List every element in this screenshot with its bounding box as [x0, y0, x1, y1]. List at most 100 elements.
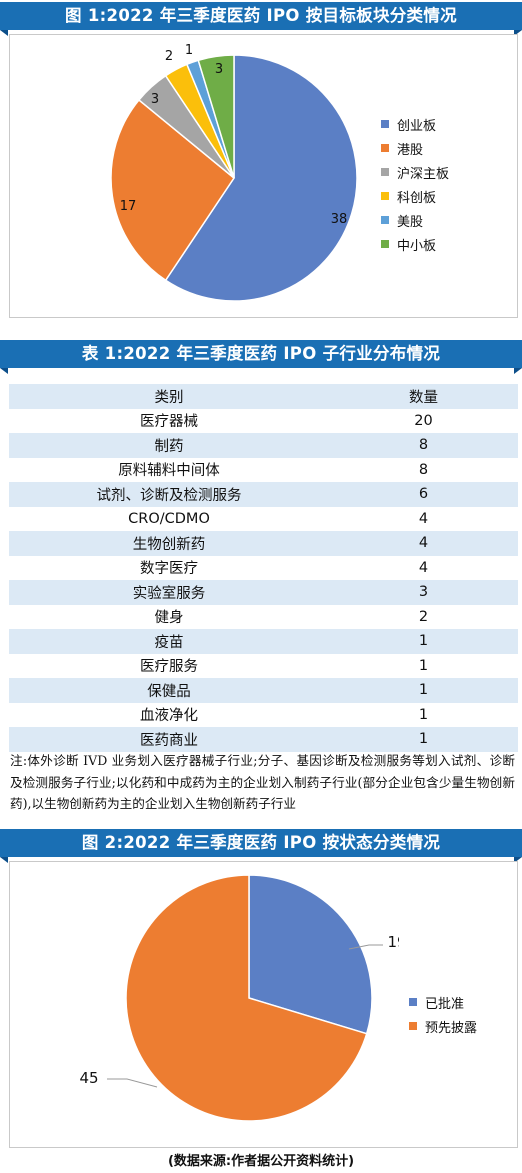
figure2-legend-item: 预先披露: [409, 1014, 477, 1038]
count-cell: 20: [414, 412, 433, 429]
category-cell: 医疗服务: [140, 659, 198, 676]
category-cell: CRO/CDMO: [128, 510, 210, 527]
count-cell: 8: [329, 433, 518, 458]
figure1-legend-item: 创业板: [381, 112, 449, 136]
table-row: 实验室服务 3: [9, 580, 518, 605]
figure1-slice-1: [164, 54, 358, 302]
table-row: 试剂、诊断及检测服务 6: [9, 482, 518, 507]
figure2-pie-svg: 1945: [79, 874, 407, 1122]
table-header-row: 类别 数量: [9, 384, 518, 409]
figure1-legend-swatch: [381, 192, 389, 200]
category-cell: 生物创新药: [9, 531, 329, 556]
figure1-legend-item: 沪深主板: [381, 160, 449, 184]
figure1-legend-swatch: [381, 240, 389, 248]
count-cell: 4: [329, 531, 518, 556]
table-row: 制药 8: [9, 433, 518, 458]
figure1-legend-swatch: [381, 168, 389, 176]
table-row: 原料辅料中间体 8: [9, 458, 518, 483]
figure1-legend-label: 港股: [397, 142, 424, 158]
table1-note: 注:体外诊断 IVD 业务划入医疗器械子行业;分子、基因诊断及检测服务等划入试剂…: [10, 753, 515, 811]
table-row: 医药商业 1: [9, 727, 518, 752]
table-row: 血液净化 1: [9, 703, 518, 728]
figure1-legend-item: 美股: [381, 208, 449, 232]
table1-banner: 表 1:2022 年三季度医药 IPO 子行业分布情况: [0, 340, 522, 374]
figure2-legend: 已批准 预先披露: [409, 990, 477, 1038]
figure2-data-label-2: 45: [79, 1069, 98, 1087]
count-cell: 4: [418, 510, 429, 527]
figure1-pie-chart: 38 17 3 2 1 3: [9, 34, 369, 316]
figure2-data-label-1: 19: [387, 933, 399, 951]
category-cell: 医疗器械: [140, 414, 198, 431]
figure1-slice-6: [197, 54, 235, 179]
figure2-legend-label: 预先披露: [425, 1020, 478, 1036]
count-cell: 3: [329, 580, 518, 605]
count-cell: 4: [418, 559, 429, 576]
category-cell: 制药: [9, 433, 329, 458]
figure2-banner: 图 2:2022 年三季度医药 IPO 按状态分类情况: [0, 829, 522, 863]
banner-ribbon-1: [0, 2, 522, 36]
data-source-caption: (数据来源:作者据公开资料统计): [167, 1154, 355, 1169]
figure1-title: 图 1:2022 年三季度医药 IPO 按目标板块分类情况: [65, 6, 457, 25]
table-row: 健身 2: [9, 605, 518, 630]
table-row: 疫苗 1: [9, 629, 518, 654]
figure2-leader-line-2: [107, 1078, 158, 1088]
figure2-leader-line-1: [348, 944, 383, 950]
category-cell: 健身: [154, 610, 184, 627]
figure1-legend: 创业板港股沪深主板科创板美股中小板: [381, 112, 449, 256]
figure1-data-label-3: 3: [151, 92, 159, 107]
table-row: CRO/CDMO 4: [9, 507, 518, 532]
figure1-slice-2: [110, 98, 236, 282]
figure1-data-label-1: 38: [331, 212, 348, 227]
table-row: 医疗器械 20: [9, 409, 518, 434]
figure2-legend-item: 已批准: [409, 990, 477, 1014]
figure1-legend-swatch: [381, 216, 389, 224]
category-cell: 疫苗: [9, 629, 329, 654]
figure2-pie-chart: 1945: [9, 861, 407, 1146]
figure1-banner: 图 1:2022 年三季度医药 IPO 按目标板块分类情况: [0, 2, 522, 36]
figure1-data-label-2: 17: [120, 199, 137, 214]
figure2-title: 图 2:2022 年三季度医药 IPO 按状态分类情况: [81, 833, 441, 852]
figure2-legend-swatch: [409, 998, 417, 1006]
subindustry-table: 类别 数量 医疗器械 20 制药 8 原料辅料中间体 8 试剂、诊断及检测服务 6 CRO/CDMO…: [9, 384, 518, 752]
count-cell: 1: [418, 657, 429, 674]
figure1-data-label-6: 3: [215, 62, 223, 77]
figure1-data-label-4: 2: [165, 49, 173, 64]
figure1-legend-item: 科创板: [381, 184, 449, 208]
figure1-legend-swatch: [381, 120, 389, 128]
count-cell: 1: [418, 706, 429, 723]
table-row: 数字医疗 4: [9, 556, 518, 581]
count-cell: 1: [329, 727, 518, 752]
category-cell: 实验室服务: [9, 580, 329, 605]
figure2-slice-1: [248, 874, 373, 1035]
category-cell: 类别: [9, 384, 329, 409]
count-cell: 1: [329, 678, 518, 703]
table-row: 生物创新药 4: [9, 531, 518, 556]
figure1-legend-item: 中小板: [381, 232, 449, 256]
figure2-legend-label: 已批准: [425, 996, 465, 1012]
category-cell: 数字医疗: [140, 561, 198, 578]
category-cell: 医药商业: [9, 727, 329, 752]
figure1-legend-swatch: [381, 144, 389, 152]
figure1-pie-svg: 38 17 3 2 1 3: [110, 43, 358, 302]
count-cell: 2: [418, 608, 429, 625]
figure1-legend-label: 创业板: [397, 118, 437, 134]
table-row: 医疗服务 1: [9, 654, 518, 679]
count-cell: 数量: [329, 384, 518, 409]
figure1-data-label-5: 1: [185, 43, 193, 58]
figure2-legend-swatch: [409, 1022, 417, 1030]
figure1-legend-label: 美股: [397, 214, 424, 230]
figure1-legend-label: 中小板: [397, 238, 437, 254]
count-cell: 6: [329, 482, 518, 507]
count-cell: 8: [418, 461, 429, 478]
category-cell: 保健品: [9, 678, 329, 703]
figure2-slice-2: [125, 874, 368, 1122]
table1-title: 表 1:2022 年三季度医药 IPO 子行业分布情况: [81, 344, 441, 363]
category-cell: 血液净化: [140, 708, 198, 725]
category-cell: 原料辅料中间体: [118, 463, 220, 480]
category-cell: 试剂、诊断及检测服务: [9, 482, 329, 507]
banner-ribbon-2: [0, 340, 522, 374]
count-cell: 1: [329, 629, 518, 654]
figure1-legend-label: 科创板: [397, 190, 437, 206]
figure1-legend-item: 港股: [381, 136, 449, 160]
figure1-legend-label: 沪深主板: [397, 166, 450, 182]
